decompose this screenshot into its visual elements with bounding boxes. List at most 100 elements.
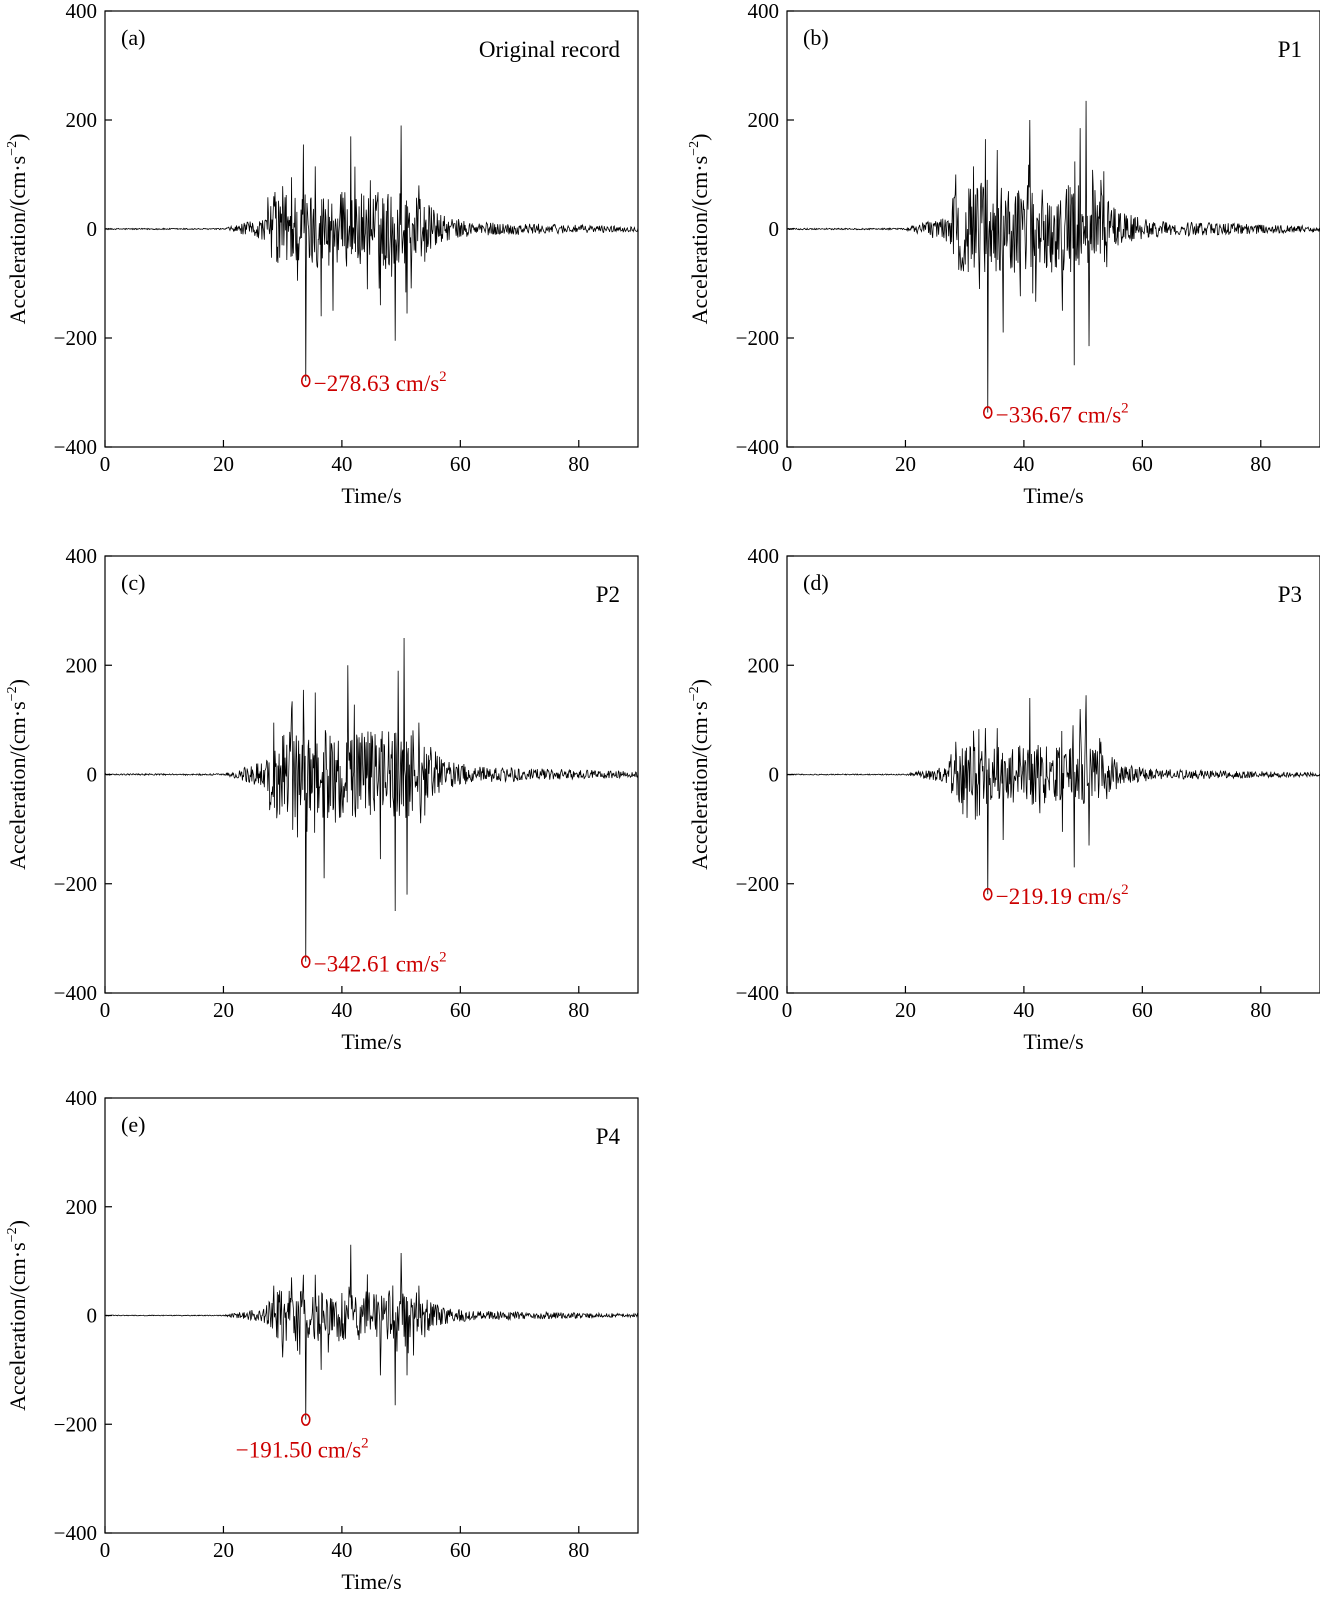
panel-label: (b) <box>803 25 829 50</box>
y-tick-label: 0 <box>769 763 780 787</box>
x-tick-label: 0 <box>782 452 793 476</box>
peak-annotation-exponent: 2 <box>1121 400 1129 416</box>
x-tick-label: 40 <box>1013 998 1034 1022</box>
x-tick-label: 0 <box>100 452 111 476</box>
y-tick-label: −400 <box>736 981 779 1005</box>
y-tick-label: 400 <box>66 544 98 568</box>
x-tick-label: 20 <box>213 1538 234 1562</box>
peak-annotation-exponent: 2 <box>439 369 447 385</box>
x-tick-label: 60 <box>450 452 471 476</box>
y-axis-label-close: ) <box>5 134 30 141</box>
x-axis-label: Time/s <box>1023 483 1083 508</box>
y-tick-label: −200 <box>54 872 97 896</box>
y-axis-label-text: Acceleration/(cm·s <box>687 156 712 325</box>
y-tick-label: −400 <box>54 1521 97 1545</box>
panel-label: (c) <box>121 570 145 595</box>
y-axis-label-exponent: −2 <box>687 686 702 701</box>
record-label: P4 <box>596 1124 621 1149</box>
y-axis-label-text: Acceleration/(cm·s <box>687 701 712 870</box>
y-tick-label: −400 <box>736 435 779 459</box>
peak-marker <box>300 374 311 388</box>
y-tick-label: 200 <box>748 108 780 132</box>
chart-panel: 0 20 40 60 80 −400 −200 0 200 400 Time/s Accelerati… <box>5 544 639 1054</box>
x-tick-label: 0 <box>782 998 793 1022</box>
peak-marker <box>982 406 993 419</box>
record-label: Original record <box>479 37 621 62</box>
x-axis-label: Time/s <box>341 1029 401 1054</box>
panel-label: (d) <box>803 570 829 595</box>
peak-annotation: −278.63 cm/s2 <box>314 369 447 396</box>
peak-annotation-value: −278.63 cm/s <box>314 371 439 396</box>
y-tick-label: 200 <box>66 1195 98 1219</box>
y-axis-label: Acceleration/(cm·s−2) <box>687 134 712 325</box>
y-tick-label: 200 <box>66 653 98 677</box>
peak-annotation-exponent: 2 <box>361 1436 369 1452</box>
record-label: P3 <box>1278 582 1302 607</box>
y-tick-label: −200 <box>54 1412 97 1436</box>
peak-annotation: −219.19 cm/s2 <box>996 882 1129 909</box>
y-axis-label-exponent: −2 <box>5 686 20 701</box>
x-tick-label: 60 <box>450 998 471 1022</box>
x-tick-label: 20 <box>895 452 916 476</box>
peak-annotation: −342.61 cm/s2 <box>314 950 447 977</box>
y-tick-label: −200 <box>736 872 779 896</box>
y-tick-label: 400 <box>748 544 780 568</box>
x-tick-label: 0 <box>100 1538 111 1562</box>
x-tick-label: 40 <box>331 452 352 476</box>
y-tick-label: 0 <box>769 217 780 241</box>
y-axis-label-exponent: −2 <box>5 141 20 156</box>
x-tick-label: 80 <box>568 452 589 476</box>
y-tick-label: 400 <box>748 0 780 23</box>
y-axis-label: Acceleration/(cm·s−2) <box>687 679 712 870</box>
peak-annotation: −191.50 cm/s2 <box>236 1436 369 1463</box>
acceleration-trace <box>104 125 639 381</box>
peak-annotation-exponent: 2 <box>1121 882 1129 898</box>
x-axis-label: Time/s <box>341 483 401 508</box>
peak-marker <box>982 887 993 901</box>
y-axis-label-exponent: −2 <box>687 141 702 156</box>
chart-panel: 0 20 40 60 80 −400 −200 0 200 400 Time/s Accelerati… <box>5 1086 639 1594</box>
x-tick-label: 60 <box>1132 452 1153 476</box>
peak-marker <box>300 955 311 968</box>
y-axis-label-text: Acceleration/(cm·s <box>5 701 30 870</box>
x-tick-label: 60 <box>450 1538 471 1562</box>
x-tick-label: 60 <box>1132 998 1153 1022</box>
peak-annotation: −336.67 cm/s2 <box>996 400 1129 427</box>
x-tick-label: 80 <box>1250 452 1271 476</box>
x-tick-label: 80 <box>568 1538 589 1562</box>
y-axis-label-close: ) <box>687 134 712 141</box>
peak-annotation-value: −342.61 cm/s <box>314 952 439 977</box>
x-tick-label: 40 <box>331 1538 352 1562</box>
peak-marker <box>300 1413 311 1426</box>
peak-annotation-value: −191.50 cm/s <box>236 1438 361 1463</box>
x-tick-label: 20 <box>213 998 234 1022</box>
acceleration-trace <box>104 637 639 962</box>
y-tick-label: 0 <box>87 217 98 241</box>
record-label: P1 <box>1278 37 1302 62</box>
acceleration-trace <box>104 1244 639 1420</box>
x-tick-label: 80 <box>1250 998 1271 1022</box>
chart-panel: 0 20 40 60 80 −400 −200 0 200 400 Time/s Accelerati… <box>687 0 1320 508</box>
x-tick-label: 20 <box>213 452 234 476</box>
panel-label: (e) <box>121 1112 145 1137</box>
y-tick-label: 0 <box>87 1304 98 1328</box>
y-tick-label: −400 <box>54 981 97 1005</box>
acceleration-trace <box>786 695 1320 895</box>
y-axis-label-close: ) <box>687 679 712 686</box>
peak-annotation-value: −219.19 cm/s <box>996 884 1121 909</box>
y-axis-label: Acceleration/(cm·s−2) <box>5 1220 30 1411</box>
chart-panel: 0 20 40 60 80 −400 −200 0 200 400 Time/s Accelerati… <box>5 0 639 508</box>
y-tick-label: −400 <box>54 435 97 459</box>
y-tick-label: −200 <box>54 326 97 350</box>
y-tick-label: 400 <box>66 0 98 23</box>
peak-annotation-exponent: 2 <box>439 950 447 966</box>
x-tick-label: 0 <box>100 998 111 1022</box>
y-axis-label-exponent: −2 <box>5 1227 20 1242</box>
y-tick-label: 200 <box>66 108 98 132</box>
x-tick-label: 80 <box>568 998 589 1022</box>
y-tick-label: 0 <box>87 763 98 787</box>
y-axis-label: Acceleration/(cm·s−2) <box>5 679 30 870</box>
record-label: P2 <box>596 582 620 607</box>
peak-annotation-value: −336.67 cm/s <box>996 402 1121 427</box>
x-axis-label: Time/s <box>341 1569 401 1594</box>
